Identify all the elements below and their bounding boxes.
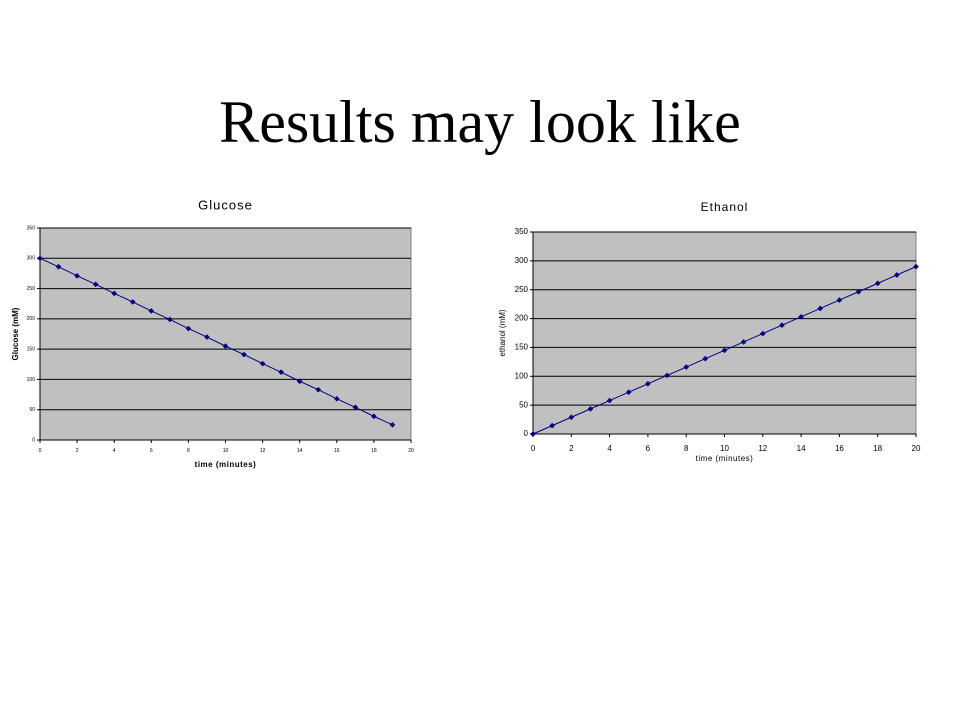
x-tick-label: 10 — [223, 448, 229, 454]
y-tick-label: 250 — [27, 286, 36, 292]
data-point — [241, 351, 247, 358]
x-tick-label: 0 — [39, 448, 42, 454]
data-point — [836, 297, 843, 303]
data-point — [74, 273, 80, 279]
x-tick-label: 0 — [531, 444, 536, 453]
x-tick-label: 20 — [408, 448, 414, 454]
x-tick-label: 18 — [371, 448, 377, 454]
y-tick-label: 200 — [27, 316, 36, 322]
y-tick-label: 250 — [515, 285, 529, 294]
x-tick-label: 6 — [150, 448, 153, 454]
data-point — [333, 395, 340, 402]
data-point — [530, 431, 536, 437]
x-tick-label: 20 — [912, 444, 921, 453]
data-point — [185, 325, 192, 332]
data-point — [568, 414, 575, 421]
data-point — [740, 339, 747, 345]
y-tick-label: 350 — [27, 225, 36, 231]
data-point — [874, 280, 881, 287]
x-axis-label: time (minutes) — [696, 454, 754, 463]
data-point — [204, 334, 210, 340]
data-point — [664, 372, 670, 379]
x-tick-label: 18 — [873, 444, 882, 453]
data-point — [645, 380, 651, 387]
data-point — [549, 422, 555, 429]
data-point — [315, 386, 322, 393]
data-point — [587, 406, 594, 412]
plot-area — [532, 231, 917, 435]
y-tick-label: 150 — [27, 346, 36, 352]
y-tick-label: 0 — [524, 429, 529, 438]
data-point — [389, 422, 396, 428]
y-tick-label: 200 — [515, 314, 529, 323]
data-point — [894, 272, 900, 278]
y-tick-label: 100 — [27, 377, 36, 383]
y-axis-label: Glucose (mM) — [11, 307, 20, 360]
y-tick-label: 350 — [515, 227, 529, 236]
y-tick-label: 300 — [27, 256, 36, 262]
x-tick-label: 14 — [297, 448, 303, 454]
data-point — [222, 343, 229, 349]
y-tick-label: 100 — [515, 371, 529, 380]
data-point — [259, 360, 266, 367]
slide-title: Results may look like — [219, 89, 741, 155]
x-tick-label: 16 — [835, 444, 844, 453]
x-tick-label: 12 — [758, 444, 767, 453]
x-tick-label: 4 — [607, 444, 612, 453]
data-point — [296, 378, 303, 385]
y-tick-label: 0 — [32, 437, 35, 443]
data-point — [111, 290, 118, 297]
y-tick-label: 50 — [519, 400, 528, 409]
data-point — [759, 330, 766, 337]
data-point — [148, 308, 155, 314]
x-tick-label: 8 — [187, 448, 190, 454]
data-point — [352, 404, 359, 411]
data-point — [371, 413, 377, 420]
data-point — [779, 322, 785, 329]
data-point — [721, 347, 728, 354]
data-point — [625, 389, 632, 395]
x-tick-label: 8 — [684, 444, 689, 453]
y-tick-label: 50 — [29, 407, 35, 413]
x-tick-label: 16 — [334, 448, 340, 454]
x-tick-label: 14 — [797, 444, 806, 453]
data-point — [817, 305, 824, 312]
data-line — [39, 257, 393, 426]
data-point — [129, 299, 136, 305]
data-point — [606, 397, 613, 404]
x-tick-label: 2 — [76, 448, 79, 454]
x-tick-label: 4 — [113, 448, 116, 454]
data-point — [167, 316, 173, 323]
x-tick-label: 12 — [260, 448, 266, 454]
y-tick-label: 300 — [515, 256, 529, 265]
data-point — [798, 314, 804, 320]
data-point — [702, 355, 709, 362]
x-tick-label: 10 — [720, 444, 729, 453]
x-tick-label: 2 — [569, 444, 574, 453]
y-tick-label: 150 — [515, 343, 529, 352]
data-point — [855, 288, 862, 295]
data-point — [913, 263, 919, 270]
chart-title: Glucose — [198, 197, 253, 212]
data-point — [92, 281, 99, 288]
data-point — [683, 364, 690, 370]
y-axis-label: ethanol (mM) — [498, 309, 507, 356]
chart-title: Ethanol — [701, 200, 749, 214]
data-point — [278, 369, 284, 375]
x-tick-label: 6 — [646, 444, 651, 453]
x-axis-label: time (minutes) — [195, 460, 257, 469]
